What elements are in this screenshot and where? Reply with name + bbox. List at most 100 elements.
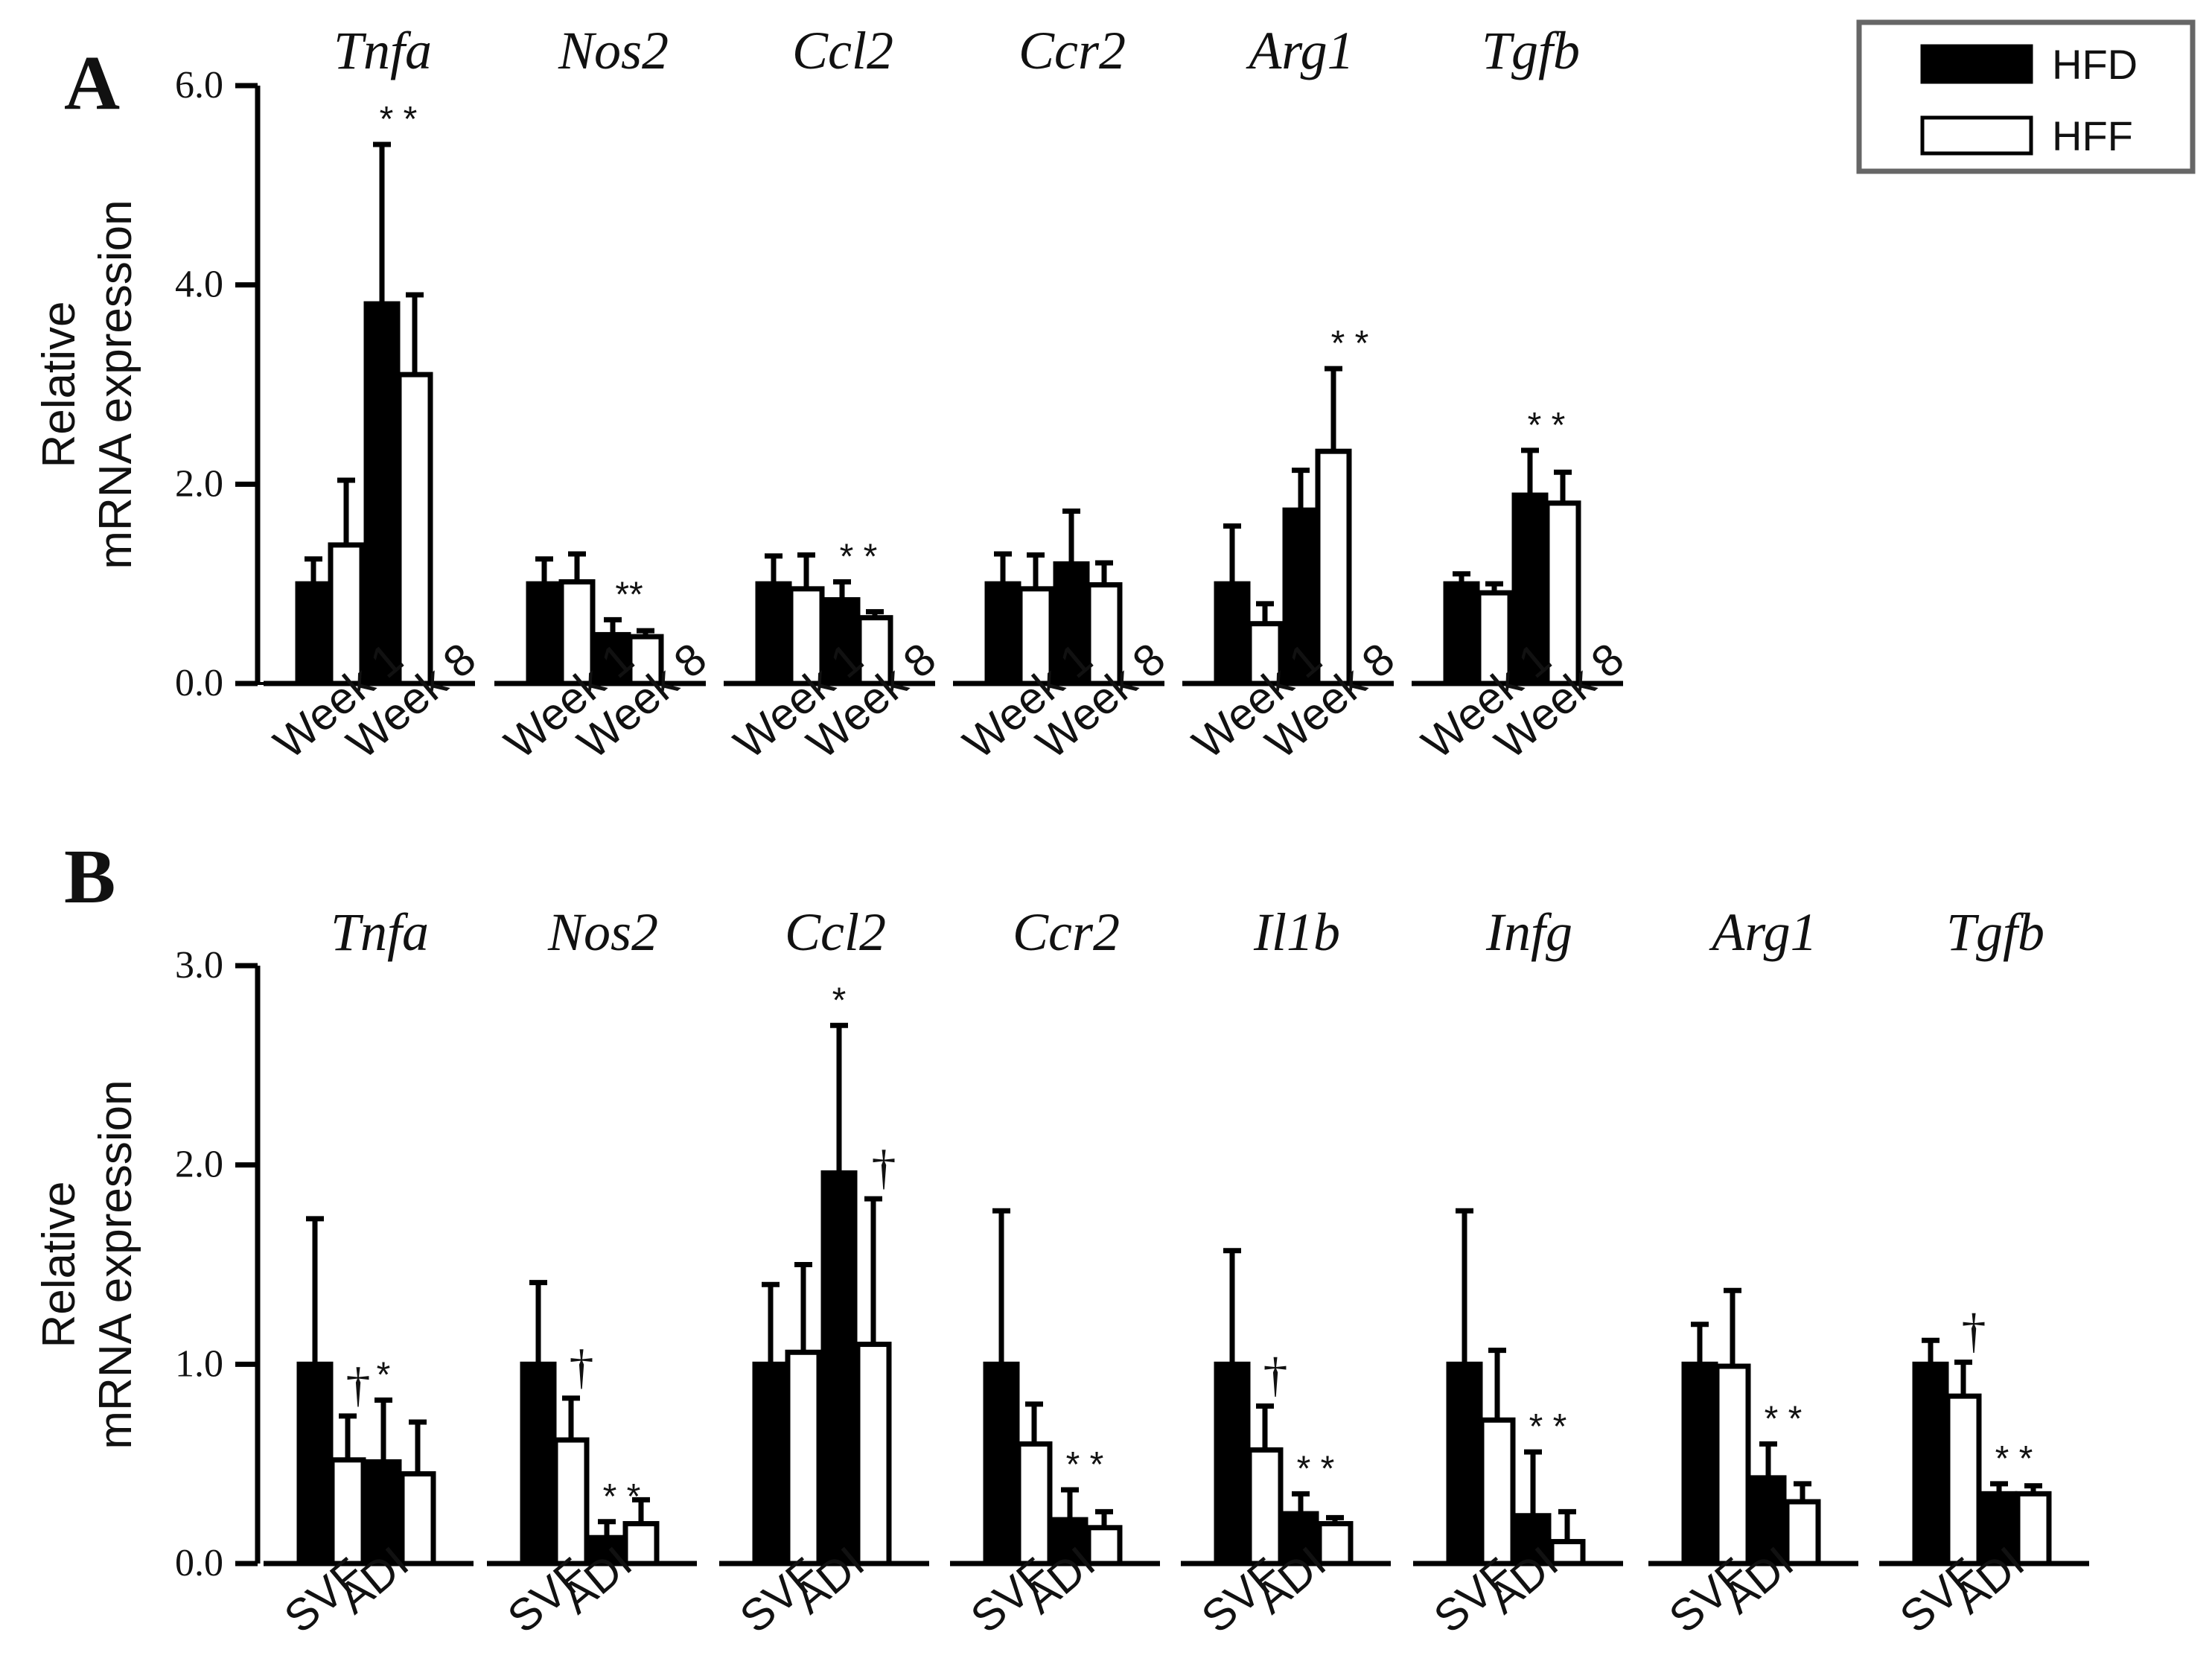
panel-b-bar-hfd: [1214, 1361, 1251, 1567]
panel-b-significance-marker: * *: [1765, 1399, 1803, 1438]
panel-a-gene-label: Arg1: [1246, 21, 1354, 80]
panel-a-bar-hfd: [1053, 561, 1090, 686]
panel-b-bar-hff: [785, 1349, 822, 1567]
panel-a-bar-hff: [1315, 448, 1352, 686]
panel-a-bar-hff: [396, 372, 433, 686]
panel-a-y-tick-label: 2.0: [175, 462, 223, 505]
panel-b-bar-hfd: [588, 1534, 625, 1567]
panel-b-gene-label: Il1b: [1253, 902, 1340, 962]
panel-b-bar-hfd: [1051, 1517, 1089, 1567]
legend-label-hff: HFF: [2052, 112, 2133, 159]
panel-b-bar-hff: [622, 1520, 660, 1567]
panel-a-bar-hfd: [755, 581, 792, 686]
panel-b-bar-hfd: [1514, 1513, 1552, 1567]
panel-a-bar-hfd: [984, 581, 1021, 686]
panel-a-gene-label: Ccr2: [1019, 21, 1126, 80]
panel-b-gene-label: Tgfb: [1946, 902, 2044, 962]
panel-b-significance-marker: * *: [603, 1477, 641, 1517]
panel-a-significance-marker: * *: [1528, 406, 1566, 445]
panel-a-bar-hff: [1476, 590, 1513, 686]
panel-b-bar-hff: [1784, 1499, 1821, 1567]
panel-b-bar-hff: [399, 1471, 436, 1567]
panel-a-bar-hfd: [594, 631, 631, 686]
panel-b-bar-hff: [1086, 1525, 1123, 1567]
panel-b-significance-marker: * *: [1529, 1407, 1567, 1447]
panel-b-bar-hfd: [1750, 1475, 1787, 1567]
panel-b-bar-hfd: [752, 1361, 789, 1567]
panel-b-y-axis-label-line: Relative: [34, 1182, 85, 1348]
panel-b-significance-marker: *: [377, 1356, 391, 1395]
panel-b-y-axis-label-line: mRNA expression: [90, 1080, 141, 1449]
panel-a-bar-hfd: [1282, 507, 1319, 686]
panel-b-bar-hff: [1714, 1363, 1751, 1567]
panel-b-bar-hfd: [1446, 1361, 1483, 1567]
panel-a-bar-hfd: [1511, 492, 1549, 686]
panel-a-y-axis-label-line: Relative: [34, 302, 85, 468]
panel-b-gene-label: Infg: [1485, 902, 1572, 962]
panel-b-bar-hff: [2015, 1491, 2052, 1567]
panel-letter-a: A: [64, 40, 120, 126]
panel-a-bar-hff: [1017, 586, 1054, 686]
panel-b-dagger-marker: †: [1263, 1348, 1288, 1403]
panel-b-bar-hfd: [820, 1170, 858, 1567]
panel-a-chart: 0.0 2.0 4.0 6.0 Relative mRNA expression TnfaW…: [34, 21, 1633, 768]
panel-a-bar-hfd: [295, 581, 332, 686]
panel-b-bar-hff: [1316, 1520, 1354, 1567]
panel-a-bar-hff: [328, 542, 365, 686]
panel-b-significance-marker: *: [832, 981, 847, 1020]
panel-b-gene-label: Arg1: [1709, 902, 1817, 962]
panel-b-y-tick-label: 3.0: [175, 944, 223, 987]
panel-b-bar-hff: [552, 1437, 590, 1567]
panel-b-bar-hff: [1479, 1417, 1516, 1567]
panel-b-bar-hff: [329, 1457, 366, 1567]
panel-a-significance-marker: * *: [840, 537, 878, 576]
panel-a-y-tick-label: 0.0: [175, 662, 223, 704]
panel-b-dagger-marker: †: [570, 1340, 594, 1395]
panel-b-y-tick-label: 0.0: [175, 1542, 223, 1584]
legend-swatch-hff: [1920, 115, 2033, 156]
panel-a-bar-hff: [558, 579, 596, 686]
panel-b-gene-label: Tnfa: [331, 902, 429, 962]
panel-a-bar-hff: [627, 634, 664, 686]
legend-frame: [1856, 19, 2196, 174]
panel-b-gene-label: Ccl2: [785, 902, 886, 962]
panel-b-bar-hfd: [983, 1361, 1020, 1567]
panel-b-y-axis-label: Relative mRNA expression: [34, 1080, 141, 1449]
panel-b-chart: 0.0 1.0 2.0 3.0 Relative mRNA expression TnfaS…: [34, 902, 2089, 1642]
panel-b-bar-hff: [855, 1342, 892, 1567]
panel-b-bar-hfd: [1681, 1361, 1718, 1567]
panel-b-significance-marker: * *: [1066, 1445, 1104, 1485]
legend-swatch-hfd: [1920, 44, 2033, 84]
panel-a-gene-label: Ccl2: [792, 21, 893, 80]
panel-b-bar-hfd: [520, 1361, 557, 1567]
panel-letter-b: B: [64, 834, 115, 920]
panel-b-bar-hfd: [1980, 1491, 2018, 1567]
panel-b-y-tick-label: 2.0: [175, 1144, 223, 1186]
panel-a-gene-label: Nos2: [558, 21, 669, 80]
panel-a-bar-hfd: [1443, 581, 1480, 686]
panel-a-bar-hff: [856, 615, 893, 686]
panel-a-gene-label: Tgfb: [1482, 21, 1580, 80]
legend: HFD HFF: [1856, 19, 2196, 174]
panel-b-dagger-marker: †: [1962, 1304, 1986, 1359]
panel-a-significance-marker: * *: [380, 100, 418, 139]
panel-b-bar-hff: [1016, 1441, 1053, 1567]
panel-b-bar-hff: [1945, 1393, 1982, 1567]
panel-b-bar-hfd: [365, 1459, 402, 1567]
panel-b-dagger-marker: †: [346, 1358, 371, 1412]
panel-a-bar-hff: [1246, 621, 1284, 686]
panel-a-bar-hff: [1086, 582, 1123, 686]
panel-b-significance-marker: * *: [1297, 1449, 1335, 1488]
panel-a-bar-hfd: [363, 301, 401, 686]
